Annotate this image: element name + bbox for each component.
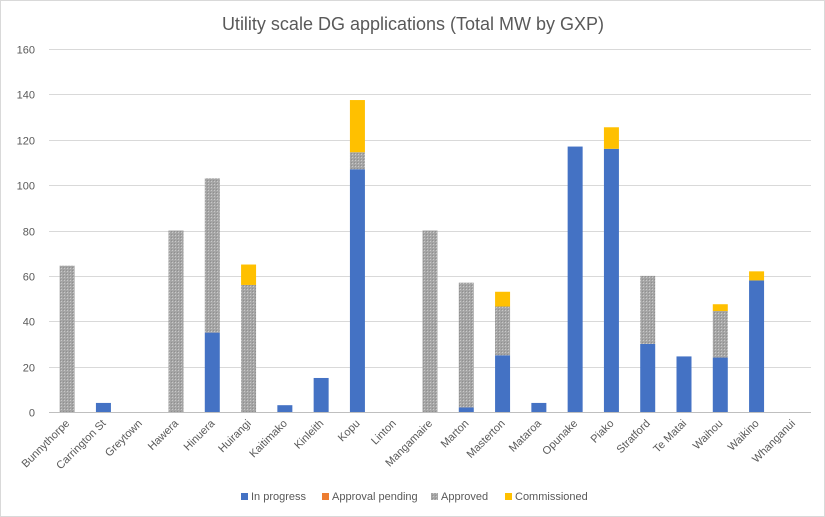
bar-mataroa-in-progress	[531, 402, 547, 412]
x-tick-label-opunake: Opunake	[540, 418, 580, 458]
bar-waihou-in-progress	[712, 357, 728, 412]
x-tick-label-masterton: Masterton	[465, 418, 508, 461]
bar-masterton-commissioned	[495, 291, 511, 307]
bar-marton-approved	[458, 282, 474, 408]
x-tick-label-greytown: Greytown	[103, 418, 145, 460]
legend-label-commissioned: Commissioned	[515, 491, 588, 503]
x-tick-label-huirangi: Huirangi	[216, 418, 253, 455]
x-tick-label-waihou: Waihou	[691, 418, 726, 453]
bar-mangamaire-approved	[422, 230, 438, 412]
x-tick-label-linton: Linton	[369, 418, 399, 448]
y-axis-ticks: 0 20 40 60 80 100 120 140 160	[17, 45, 35, 420]
legend: In progress Approval pending Approved Commi…	[241, 491, 588, 503]
legend-swatch-approval-pending	[322, 493, 329, 500]
legend-swatch-commissioned	[505, 493, 512, 500]
legend-label-approved: Approved	[441, 491, 488, 503]
bars	[59, 100, 765, 412]
x-tick-label-marton: Marton	[439, 418, 472, 451]
x-tick-label-waikino: Waikino	[726, 418, 762, 454]
bar-kaitimako-in-progress	[277, 405, 293, 412]
bar-kopu-commissioned	[349, 100, 365, 153]
bar-stratford-in-progress	[640, 343, 656, 412]
x-tick-label-hawera: Hawera	[146, 417, 182, 453]
bar-hinuera-approved	[204, 178, 220, 333]
bar-masterton-in-progress	[495, 355, 511, 412]
bar-kopu-in-progress	[349, 169, 365, 412]
y-tick-label-20: 20	[23, 363, 35, 375]
y-tick-label-40: 40	[23, 317, 35, 329]
bar-kinleith-in-progress	[313, 377, 329, 412]
bar-te-matai-in-progress	[676, 356, 692, 412]
bar-waikino-in-progress	[749, 280, 765, 412]
y-tick-label-100: 100	[17, 181, 35, 193]
bar-piako-commissioned	[603, 127, 619, 149]
bar-marton-in-progress	[458, 407, 474, 412]
y-tick-label-160: 160	[17, 45, 35, 57]
bar-huirangi-approved	[241, 284, 257, 412]
bar-kopu-approved	[349, 152, 365, 170]
x-tick-label-kopu: Kopu	[336, 418, 363, 445]
bar-piako-in-progress	[603, 148, 619, 412]
legend-swatch-in-progress	[241, 493, 248, 500]
legend-swatch-approved	[431, 493, 438, 500]
bar-waikino-commissioned	[749, 271, 765, 281]
y-tick-label-60: 60	[23, 272, 35, 284]
x-tick-label-kaitimako: Kaitimako	[247, 418, 290, 461]
bar-hawera-approved	[168, 230, 184, 412]
bar-masterton-approved	[495, 306, 511, 356]
bar-opunake-in-progress	[567, 146, 583, 412]
bar-bunnythorpe-approved	[59, 265, 75, 412]
chart-title: Utility scale DG applications (Total MW …	[222, 14, 604, 34]
bar-carrington-st-in-progress	[95, 402, 111, 412]
y-tick-label-140: 140	[17, 90, 35, 102]
bar-waihou-commissioned	[712, 304, 728, 312]
bar-huirangi-commissioned	[241, 264, 257, 285]
bar-waihou-approved	[712, 311, 728, 358]
x-tick-label-te-matai: Te Matai	[651, 418, 689, 456]
x-tick-label-piako: Piako	[589, 418, 617, 446]
y-tick-label-80: 80	[23, 227, 35, 239]
x-tick-label-mataroa: Mataroa	[507, 417, 545, 455]
bar-hinuera-in-progress	[204, 332, 220, 412]
x-tick-label-hinuera: Hinuera	[182, 417, 218, 453]
legend-label-in-progress: In progress	[251, 491, 307, 503]
legend-label-approval-pending: Approval pending	[332, 491, 418, 503]
x-tick-label-stratford: Stratford	[615, 418, 653, 456]
bar-stratford-approved	[640, 275, 656, 344]
y-tick-label-0: 0	[29, 408, 35, 420]
y-tick-label-120: 120	[17, 136, 35, 148]
x-tick-label-kinleith: Kinleith	[292, 418, 326, 452]
